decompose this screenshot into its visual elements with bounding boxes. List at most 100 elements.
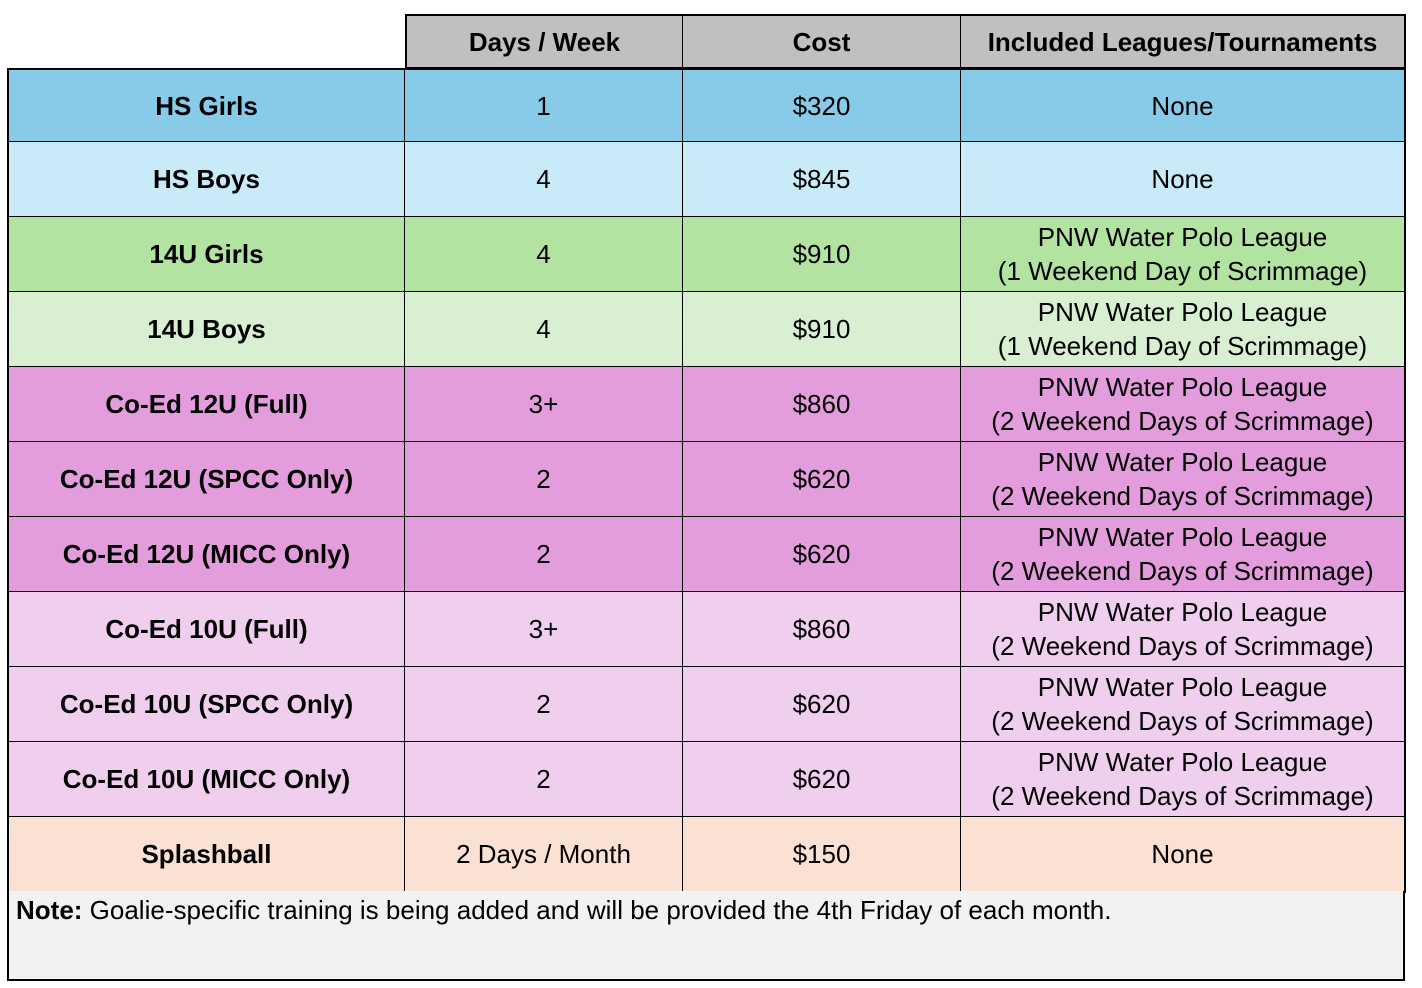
leagues-line: (1 Weekend Day of Scrimmage) — [997, 256, 1368, 286]
cost-cell: $845 — [683, 142, 962, 218]
program-name: Co-Ed 10U (SPCC Only) — [59, 689, 354, 719]
leagues-cell: PNW Water Polo League (2 Weekend Days of … — [961, 442, 1406, 518]
days-cell: 2 — [405, 442, 684, 518]
leagues-line: None — [1151, 839, 1214, 869]
program-name: Splashball — [141, 839, 272, 869]
cost-cell: $620 — [683, 667, 962, 743]
days-cell: 1 — [405, 68, 684, 143]
days-cell: 4 — [405, 292, 684, 368]
days-cell: 3+ — [405, 592, 684, 668]
program-name: Co-Ed 10U (MICC Only) — [62, 764, 351, 794]
leagues-line: (2 Weekend Days of Scrimmage) — [991, 781, 1374, 811]
cost-cell: $620 — [683, 442, 962, 518]
leagues-cell: PNW Water Polo League (2 Weekend Days of … — [961, 742, 1406, 818]
cost-cell: $910 — [683, 292, 962, 368]
days-cell: 4 — [405, 217, 684, 293]
leagues-line: (2 Weekend Days of Scrimmage) — [991, 406, 1374, 436]
leagues-line: PNW Water Polo League — [1037, 747, 1328, 777]
cost-value: $620 — [792, 464, 851, 494]
days-cell: 2 — [405, 517, 684, 593]
leagues-line: (2 Weekend Days of Scrimmage) — [991, 556, 1374, 586]
leagues-line: PNW Water Polo League — [1037, 372, 1328, 402]
leagues-line: (2 Weekend Days of Scrimmage) — [991, 631, 1374, 661]
leagues-cell: PNW Water Polo League (2 Weekend Days of … — [961, 517, 1406, 593]
program-name: Co-Ed 12U (Full) — [105, 389, 308, 419]
cost-cell: $620 — [683, 742, 962, 818]
days-cell: 4 — [405, 142, 684, 218]
program-name: Co-Ed 12U (SPCC Only) — [59, 464, 354, 494]
leagues-line: PNW Water Polo League — [1037, 297, 1328, 327]
program-cell: Co-Ed 10U (Full) — [7, 592, 406, 668]
leagues-cell: None — [961, 68, 1406, 143]
leagues-line: None — [1151, 90, 1214, 121]
leagues-cell: PNW Water Polo League (1 Weekend Day of S… — [961, 217, 1406, 293]
days-value: 3+ — [528, 614, 559, 644]
program-name: 14U Girls — [149, 239, 264, 269]
column-header-cost: Cost — [683, 14, 962, 69]
days-value: 1 — [536, 90, 551, 121]
cost-value: $620 — [792, 539, 851, 569]
program-cell: HS Girls — [7, 68, 406, 143]
leagues-line: PNW Water Polo League — [1037, 522, 1328, 552]
program-cell: Co-Ed 12U (Full) — [7, 367, 406, 443]
program-name: HS Girls — [155, 90, 258, 121]
cost-value: $150 — [792, 839, 851, 869]
note-footer: Note: Goalie-specific training is being … — [7, 891, 1405, 981]
days-value: 4 — [536, 164, 551, 194]
program-name: Co-Ed 10U (Full) — [105, 614, 308, 644]
leagues-cell: PNW Water Polo League (1 Weekend Day of S… — [961, 292, 1406, 368]
column-header-label: Cost — [792, 26, 851, 57]
cost-value: $620 — [792, 764, 851, 794]
note-label: Note: — [16, 895, 83, 925]
column-header-leagues: Included Leagues/Tournaments — [961, 14, 1406, 69]
program-cell: Co-Ed 12U (SPCC Only) — [7, 442, 406, 518]
leagues-cell: None — [961, 142, 1406, 218]
leagues-cell: PNW Water Polo League (2 Weekend Days of … — [961, 592, 1406, 668]
column-header-label: Included Leagues/Tournaments — [987, 26, 1378, 57]
days-cell: 3+ — [405, 367, 684, 443]
days-value: 2 — [536, 764, 551, 794]
cost-value: $910 — [792, 314, 851, 344]
note-text: Goalie-specific training is being added … — [82, 895, 1112, 925]
days-cell: 2 Days / Month — [405, 817, 684, 893]
cost-cell: $620 — [683, 517, 962, 593]
cost-value: $860 — [792, 614, 851, 644]
days-value: 4 — [536, 314, 551, 344]
program-cell: 14U Girls — [7, 217, 406, 293]
leagues-line: (2 Weekend Days of Scrimmage) — [991, 481, 1374, 511]
days-value: 3+ — [528, 389, 559, 419]
column-header-label: Days / Week — [468, 26, 621, 57]
program-cell: HS Boys — [7, 142, 406, 218]
days-value: 2 — [536, 689, 551, 719]
program-cell: Co-Ed 10U (MICC Only) — [7, 742, 406, 818]
program-name: Co-Ed 12U (MICC Only) — [62, 539, 351, 569]
leagues-cell: PNW Water Polo League (2 Weekend Days of … — [961, 667, 1406, 743]
leagues-line: (2 Weekend Days of Scrimmage) — [991, 706, 1374, 736]
column-header-days: Days / Week — [405, 14, 684, 69]
days-value: 2 — [536, 464, 551, 494]
leagues-line: (1 Weekend Day of Scrimmage) — [997, 331, 1368, 361]
cost-value: $910 — [792, 239, 851, 269]
leagues-line: None — [1151, 164, 1214, 194]
days-value: 2 — [536, 539, 551, 569]
days-value: 4 — [536, 239, 551, 269]
program-cell: Co-Ed 10U (SPCC Only) — [7, 667, 406, 743]
cost-value: $320 — [792, 90, 851, 121]
program-cell: Splashball — [7, 817, 406, 893]
days-value: 2 Days / Month — [456, 839, 631, 869]
cost-cell: $320 — [683, 68, 962, 143]
leagues-line: PNW Water Polo League — [1037, 222, 1328, 252]
cost-value: $860 — [792, 389, 851, 419]
leagues-cell: PNW Water Polo League (2 Weekend Days of … — [961, 367, 1406, 443]
cost-cell: $910 — [683, 217, 962, 293]
cost-cell: $860 — [683, 367, 962, 443]
program-cell: 14U Boys — [7, 292, 406, 368]
days-cell: 2 — [405, 667, 684, 743]
leagues-line: PNW Water Polo League — [1037, 672, 1328, 702]
cost-value: $845 — [792, 164, 851, 194]
program-name: 14U Boys — [147, 314, 266, 344]
leagues-line: PNW Water Polo League — [1037, 597, 1328, 627]
cost-value: $620 — [792, 689, 851, 719]
leagues-line: PNW Water Polo League — [1037, 447, 1328, 477]
